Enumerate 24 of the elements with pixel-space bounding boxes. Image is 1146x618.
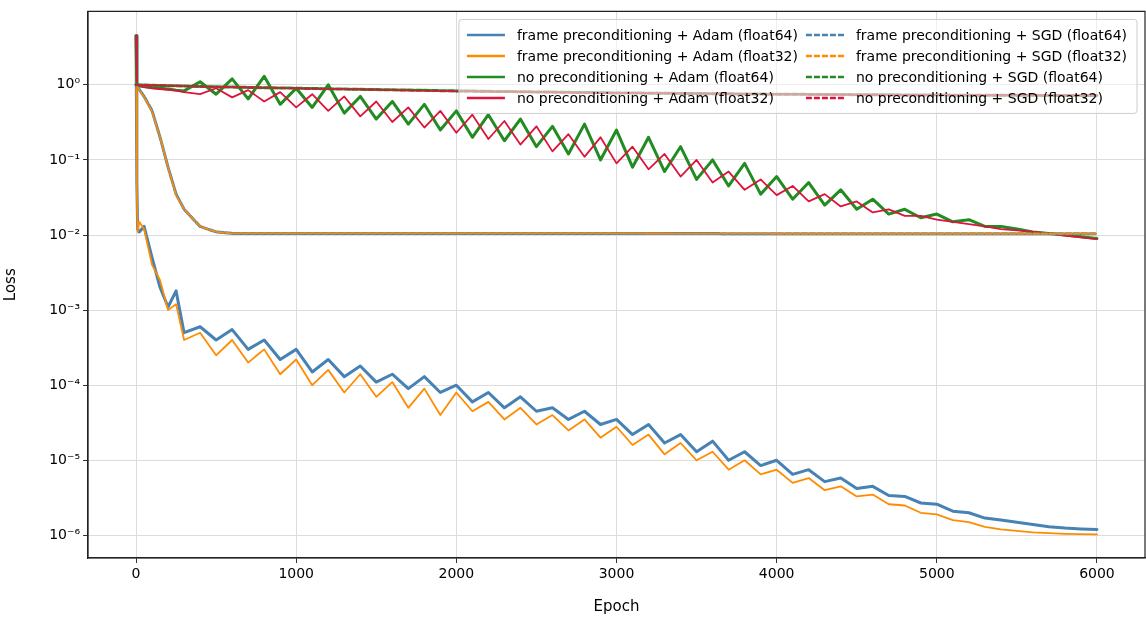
y-tick-label: 10⁰	[56, 75, 81, 92]
x-tick-label: 2000	[438, 565, 475, 582]
legend-label: no preconditioning + SGD (float32)	[855, 89, 1103, 106]
y-tick-label: 10⁻⁵	[49, 450, 80, 467]
x-tick-label: 3000	[598, 565, 635, 582]
y-tick-label: 10⁻³	[49, 300, 80, 317]
legend-label: frame preconditioning + Adam (float64)	[516, 26, 798, 43]
legend-label: no preconditioning + Adam (float64)	[516, 68, 774, 85]
x-tick-label: 1000	[278, 565, 315, 582]
y-tick-label: 10⁻¹	[49, 150, 80, 167]
legend-label: no preconditioning + SGD (float64)	[855, 68, 1103, 85]
legend-label: frame preconditioning + SGD (float64)	[855, 26, 1128, 43]
y-tick-label: 10⁻⁶	[49, 526, 81, 543]
legend-label: frame preconditioning + SGD (float32)	[855, 47, 1128, 64]
legend-label: no preconditioning + Adam (float32)	[516, 89, 774, 106]
y-axis-title: Loss	[0, 268, 19, 302]
y-tick-label: 10⁻⁴	[49, 375, 81, 392]
x-tick-label: 0	[131, 565, 141, 582]
x-axis-title: Epoch	[593, 596, 640, 615]
x-tick-label: 4000	[758, 565, 795, 582]
y-tick-label: 10⁻²	[49, 225, 80, 242]
legend-label: frame preconditioning + Adam (float32)	[516, 47, 798, 64]
x-tick-label: 6000	[1079, 565, 1115, 582]
x-tick-label: 5000	[918, 565, 955, 582]
